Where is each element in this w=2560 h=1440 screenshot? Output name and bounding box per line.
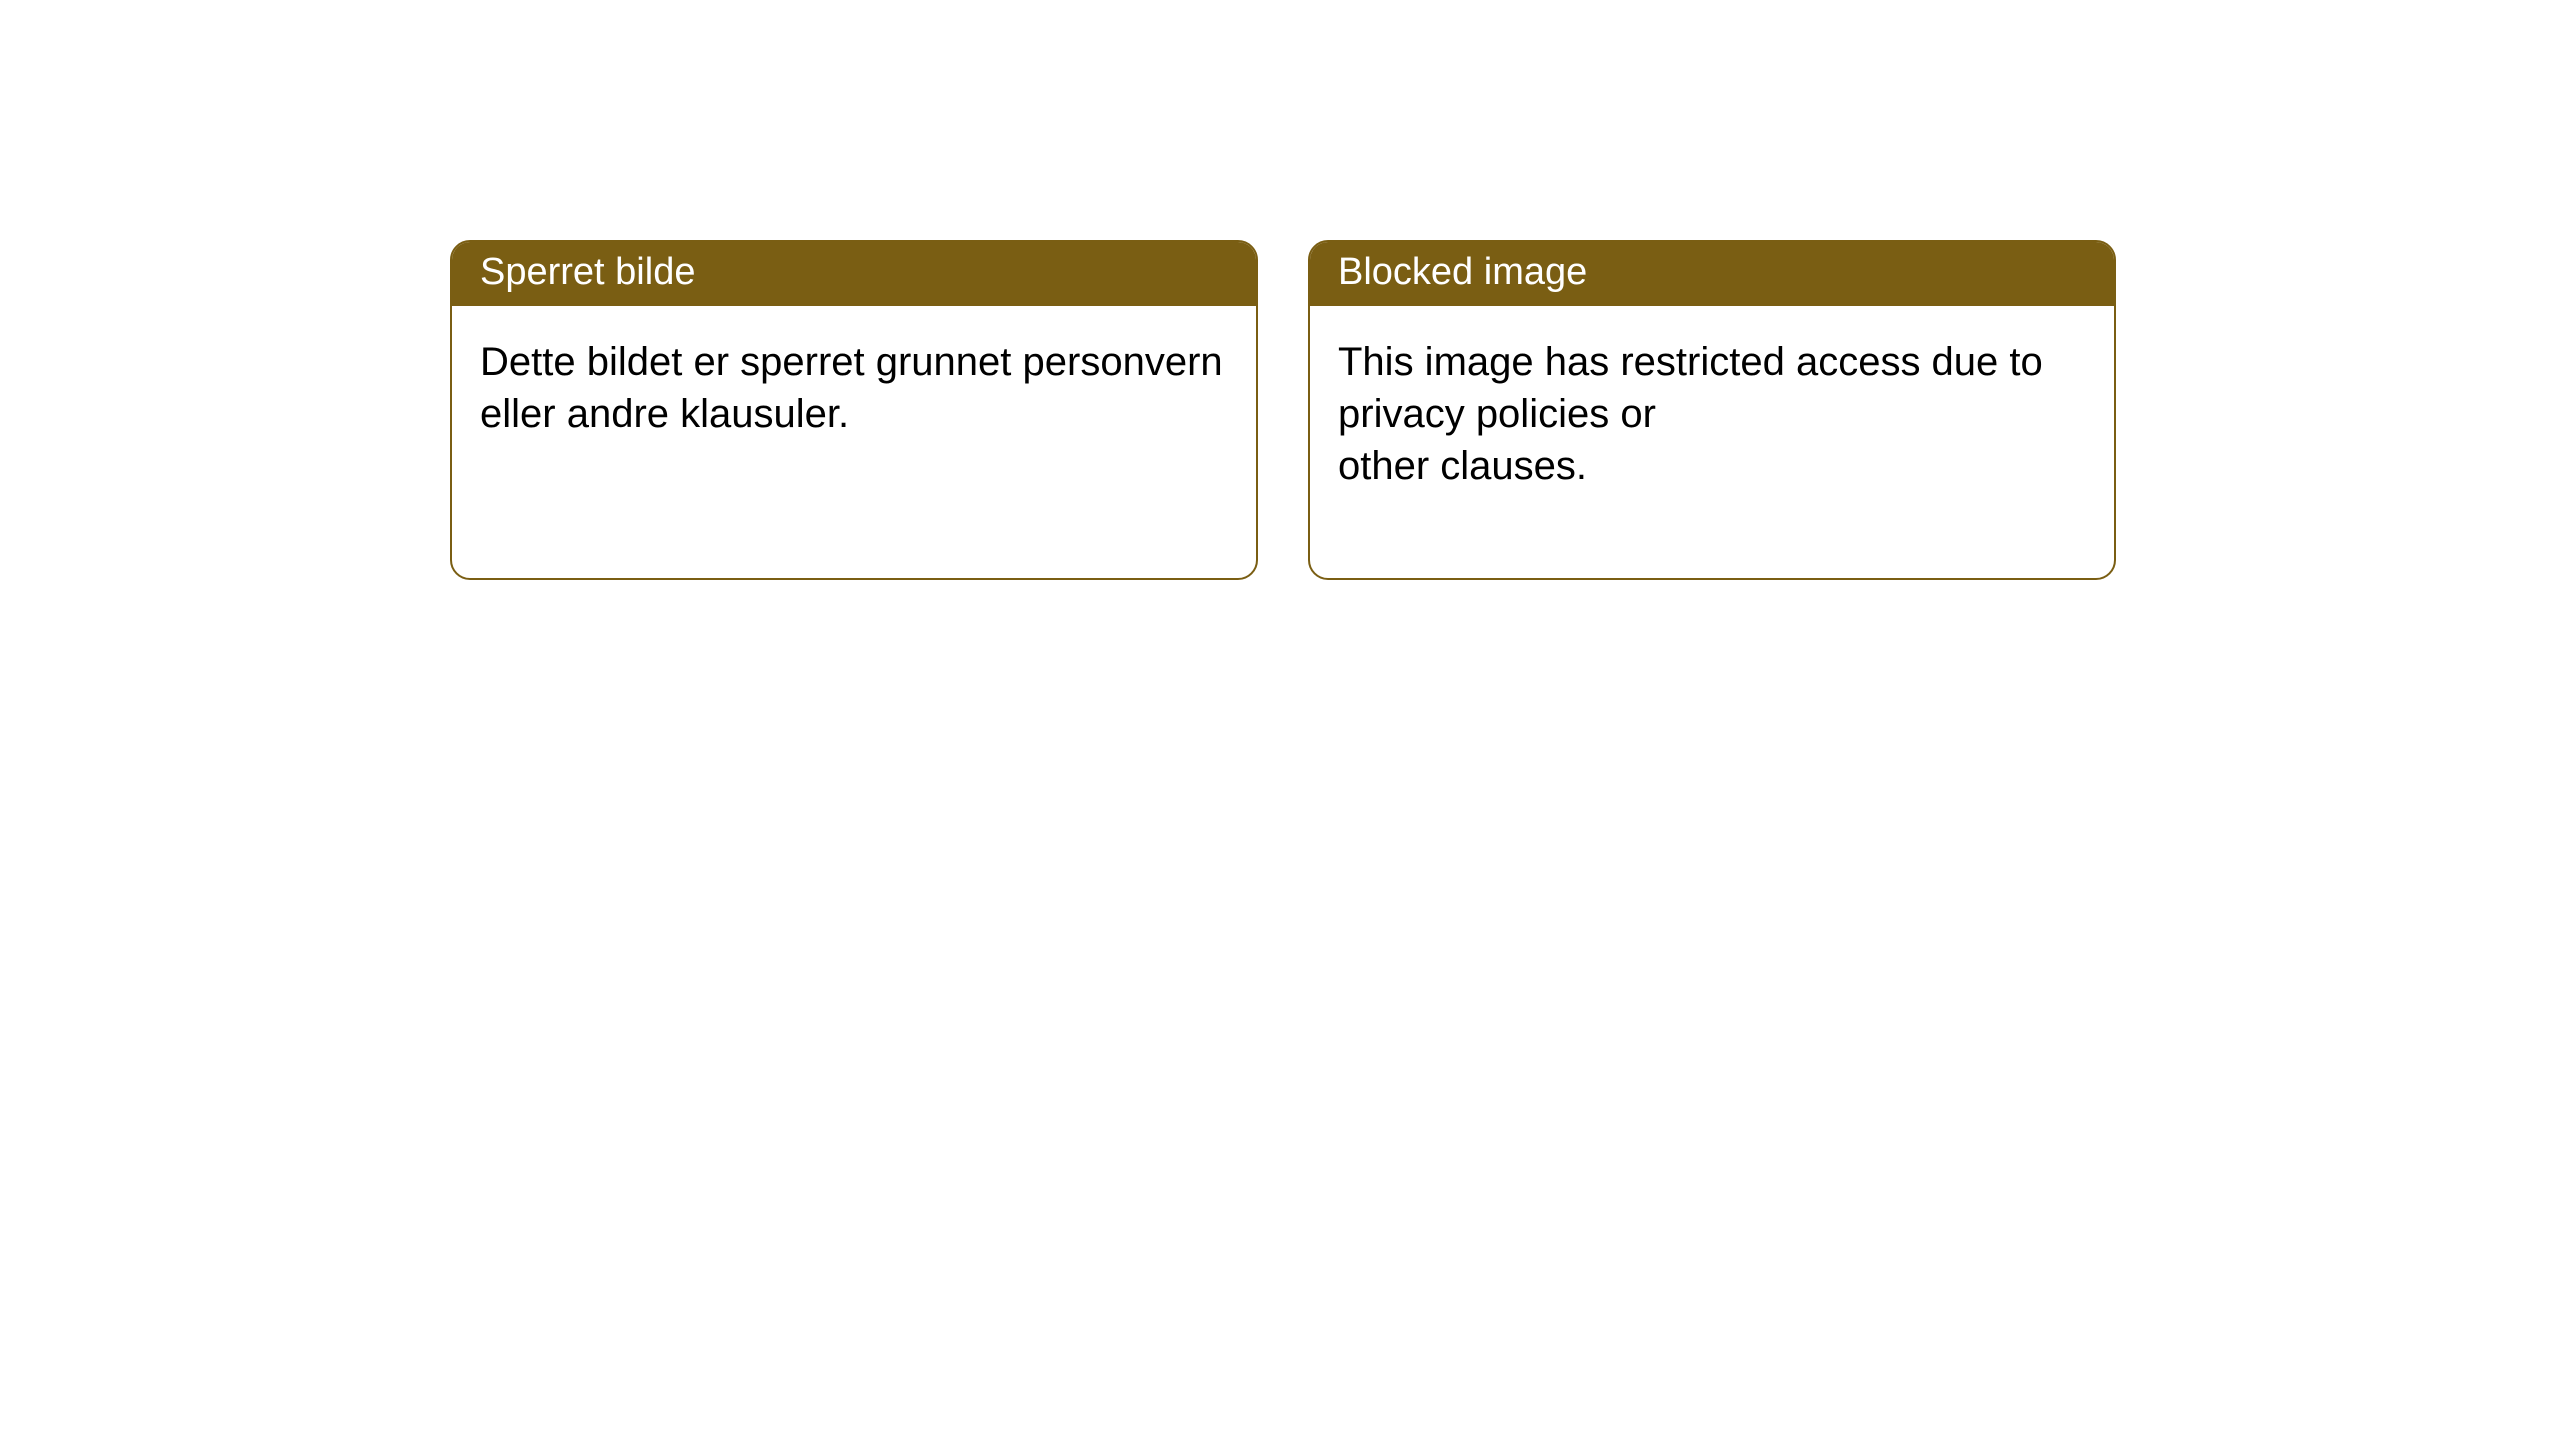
notice-card-norwegian: Sperret bilde Dette bildet er sperret gr… [450, 240, 1258, 580]
notice-header: Blocked image [1310, 242, 2114, 306]
notice-body: Dette bildet er sperret grunnet personve… [452, 306, 1256, 470]
notice-header: Sperret bilde [452, 242, 1256, 306]
notice-container: Sperret bilde Dette bildet er sperret gr… [0, 0, 2560, 580]
notice-body: This image has restricted access due to … [1310, 306, 2114, 522]
notice-card-english: Blocked image This image has restricted … [1308, 240, 2116, 580]
